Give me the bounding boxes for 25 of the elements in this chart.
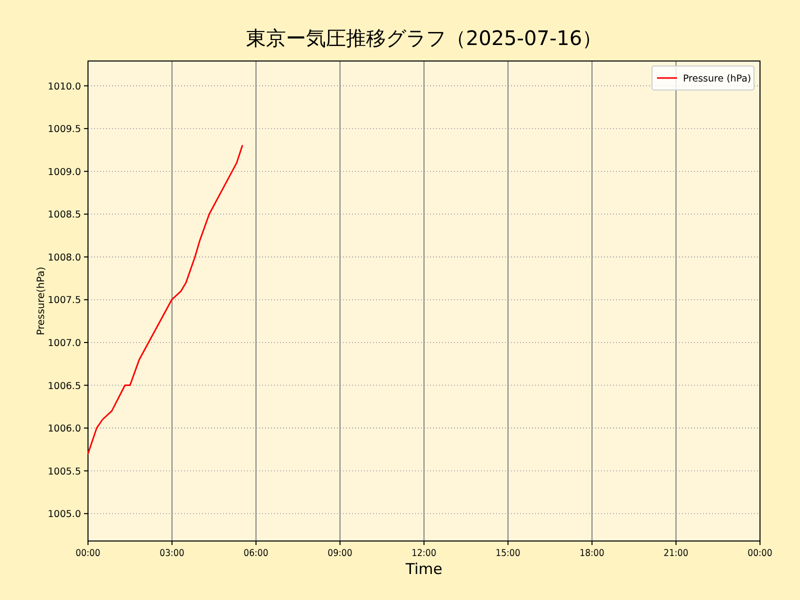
y-tick-label: 1009.0 — [48, 166, 81, 178]
x-tick-label: 21:00 — [664, 548, 688, 559]
x-axis-title: Time — [404, 560, 442, 578]
y-tick-label: 1006.5 — [48, 380, 81, 392]
legend-label: Pressure (hPa) — [683, 74, 752, 84]
x-tick-label: 15:00 — [496, 548, 520, 559]
x-tick-label: 03:00 — [160, 548, 184, 559]
y-axis-title: Pressure(hPa) — [36, 266, 47, 336]
y-tick-label: 1005.5 — [48, 466, 81, 478]
line-series — [87, 144, 244, 454]
x-tick-label: 09:00 — [328, 548, 352, 559]
x-tick-label: 00:00 — [76, 548, 100, 559]
x-tick-label: 18:00 — [580, 548, 604, 559]
y-tick-label: 1006.0 — [48, 424, 81, 435]
x-tick-label: 12:00 — [412, 548, 436, 559]
y-tick-label: 1008.5 — [48, 210, 81, 221]
x-tick-label: 06:00 — [244, 548, 268, 559]
y-tick-label: 1005.0 — [48, 509, 81, 520]
y-tick-label: 1009.5 — [48, 124, 81, 136]
y-tick-label: 1007.0 — [48, 338, 81, 349]
y-tick-label: 1010.0 — [48, 81, 81, 92]
x-tick-label: 00:00 — [748, 548, 772, 559]
y-tick-label: 1008.0 — [48, 252, 81, 264]
chart-title: 東京ー気圧推移グラフ（2025-07-16） — [246, 26, 602, 50]
y-tick-label: 1007.5 — [48, 295, 81, 306]
